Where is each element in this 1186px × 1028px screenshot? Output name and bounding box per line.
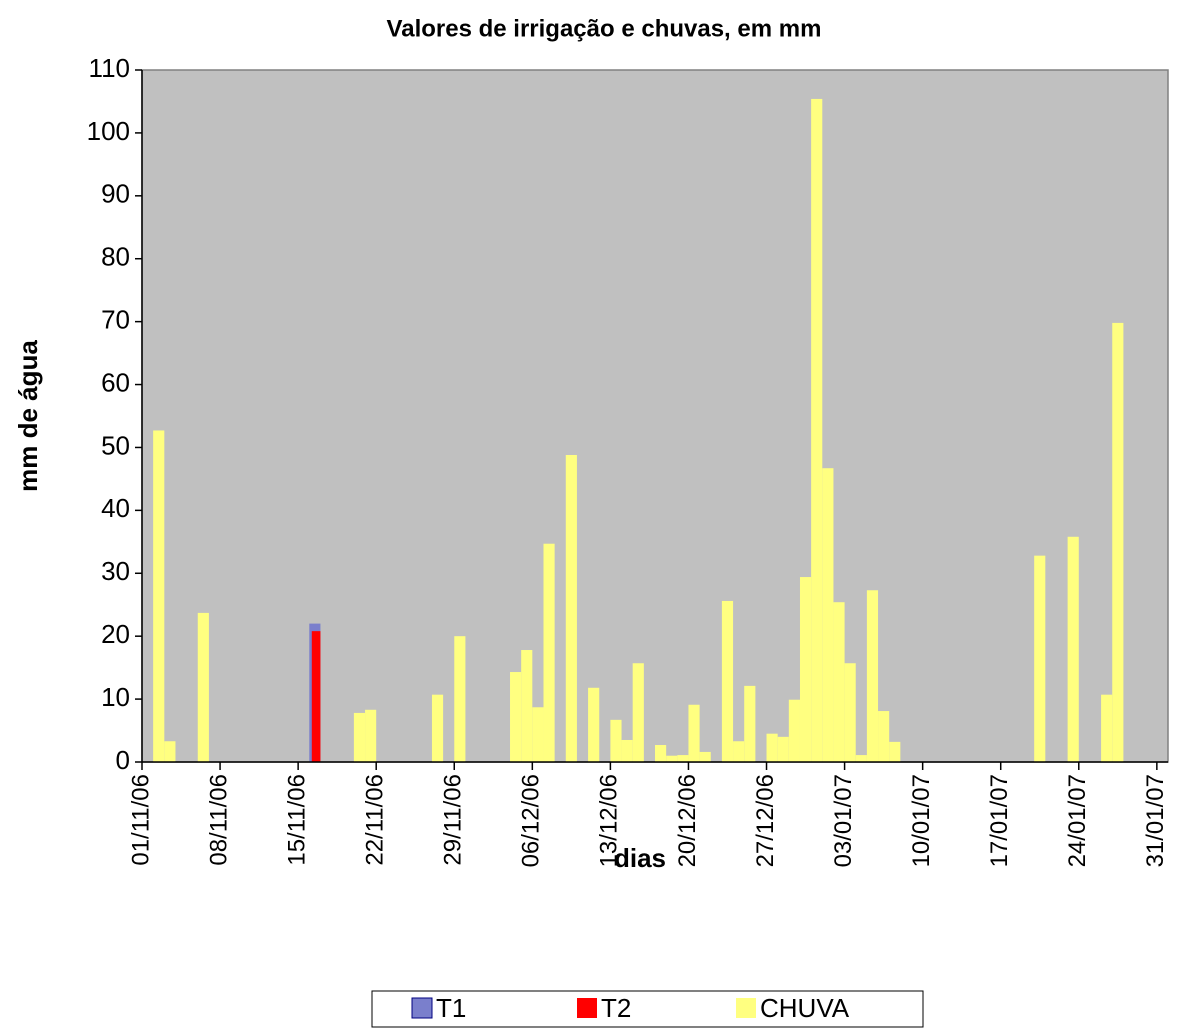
bar bbox=[766, 733, 778, 762]
bar bbox=[588, 687, 600, 762]
x-tick-label: 10/01/07 bbox=[908, 774, 935, 867]
chart-title: Valores de irrigação e chuvas, em mm bbox=[387, 15, 822, 42]
bar bbox=[532, 707, 544, 762]
x-tick-label: 03/01/07 bbox=[830, 774, 857, 867]
plot-area bbox=[141, 69, 1169, 763]
y-tick-label: 100 bbox=[87, 116, 130, 146]
bar bbox=[788, 699, 800, 762]
bar bbox=[311, 631, 321, 762]
legend bbox=[371, 990, 924, 1028]
bar bbox=[666, 755, 678, 762]
x-tick-label: 13/12/06 bbox=[596, 774, 623, 867]
legend-swatch bbox=[411, 997, 433, 1019]
x-tick-label: 20/12/06 bbox=[674, 774, 701, 867]
legend-swatch bbox=[577, 998, 597, 1018]
y-tick-label: 40 bbox=[101, 493, 130, 523]
bar bbox=[521, 650, 533, 762]
legend-label: T2 bbox=[601, 993, 631, 1023]
bar bbox=[153, 430, 165, 762]
bar bbox=[688, 704, 700, 762]
bar bbox=[621, 739, 633, 762]
bar bbox=[610, 719, 622, 762]
bar bbox=[811, 98, 823, 763]
legend-label: CHUVA bbox=[760, 993, 850, 1023]
y-tick-label: 60 bbox=[101, 367, 130, 397]
y-tick-label: 30 bbox=[101, 556, 130, 586]
bar bbox=[699, 751, 711, 762]
bar bbox=[833, 602, 845, 762]
legend-label: T1 bbox=[436, 993, 466, 1023]
bar bbox=[565, 455, 577, 762]
bar bbox=[510, 672, 522, 762]
bar bbox=[164, 741, 176, 762]
bar bbox=[353, 712, 366, 762]
bar bbox=[431, 694, 444, 762]
bar bbox=[1101, 694, 1113, 762]
bar bbox=[454, 636, 466, 762]
x-tick-label: 08/11/06 bbox=[205, 774, 232, 866]
bar bbox=[721, 600, 734, 762]
y-tick-label: 90 bbox=[101, 179, 130, 209]
y-tick-label: 50 bbox=[101, 430, 130, 460]
bar bbox=[799, 577, 812, 762]
y-tick-label: 10 bbox=[101, 682, 130, 712]
bar bbox=[844, 663, 856, 762]
bar bbox=[677, 755, 689, 762]
x-axis-title: dias bbox=[614, 843, 666, 873]
y-tick-label: 20 bbox=[101, 619, 130, 649]
y-tick-label: 70 bbox=[101, 305, 130, 335]
y-tick-label: 80 bbox=[101, 242, 130, 272]
bar bbox=[866, 590, 879, 762]
bar bbox=[197, 612, 209, 762]
bar bbox=[1034, 555, 1046, 762]
bar bbox=[878, 711, 890, 762]
bar bbox=[1067, 536, 1079, 762]
x-tick-label: 17/01/07 bbox=[986, 774, 1013, 867]
bar bbox=[733, 741, 745, 762]
x-tick-label: 01/11/06 bbox=[127, 774, 154, 866]
x-tick-label: 29/11/06 bbox=[440, 774, 467, 866]
bar bbox=[744, 685, 756, 762]
legend-swatch bbox=[736, 998, 756, 1018]
x-tick-label: 22/11/06 bbox=[362, 774, 389, 866]
bar bbox=[855, 755, 867, 762]
bar bbox=[632, 663, 644, 762]
bar bbox=[365, 709, 377, 762]
bar bbox=[1112, 322, 1124, 762]
x-tick-label: 24/01/07 bbox=[1064, 774, 1091, 867]
bar bbox=[822, 468, 834, 762]
bar bbox=[889, 741, 901, 762]
bar bbox=[543, 543, 555, 762]
x-tick-label: 27/12/06 bbox=[752, 774, 779, 867]
y-axis-title: mm de água bbox=[13, 340, 43, 492]
x-tick-label: 06/12/06 bbox=[518, 774, 545, 867]
y-tick-label: 110 bbox=[89, 53, 130, 83]
x-tick-label: 15/11/06 bbox=[283, 774, 310, 866]
bar bbox=[777, 736, 789, 762]
x-tick-label: 31/01/07 bbox=[1142, 774, 1169, 867]
y-tick-label: 0 bbox=[116, 745, 130, 775]
bar bbox=[655, 745, 667, 762]
